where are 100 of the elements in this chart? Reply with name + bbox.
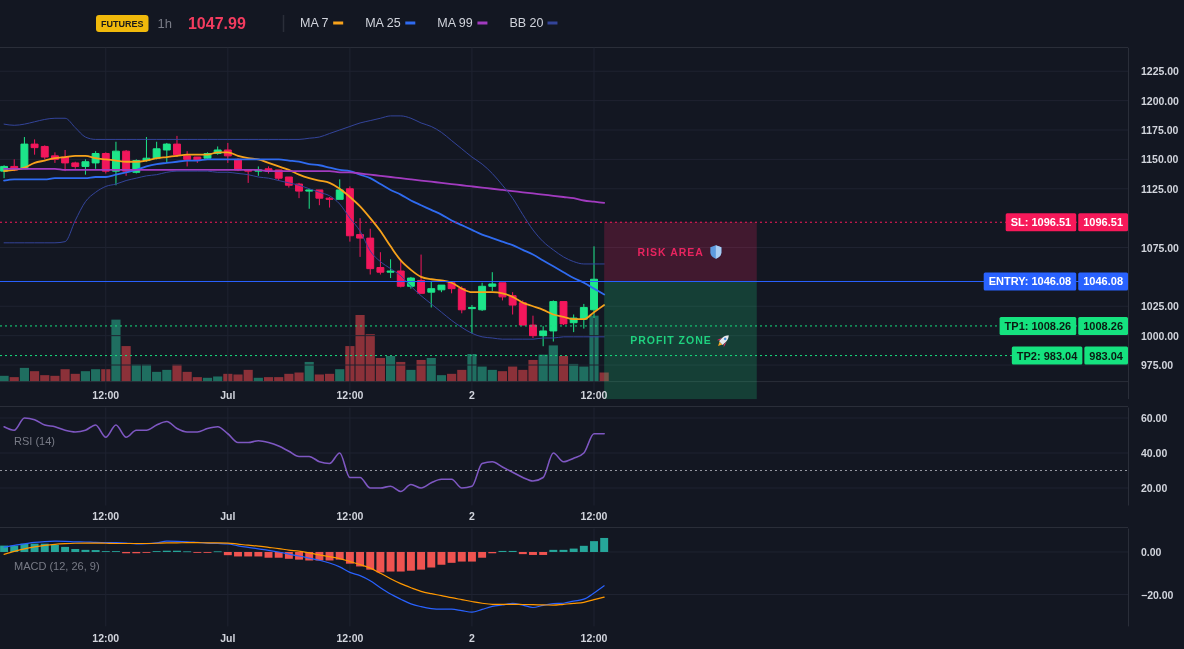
bar: [539, 551, 548, 555]
bar: [386, 551, 395, 572]
candlestick: [173, 135, 181, 158]
bar: [81, 549, 90, 552]
bar: [386, 355, 396, 382]
y-tick-label: 1175.00: [1141, 124, 1179, 137]
bar: [447, 551, 456, 563]
line-series: [3, 167, 606, 204]
candlestick: [71, 161, 80, 170]
bar: [478, 551, 487, 558]
text: 1047.99: [187, 15, 246, 32]
candlestick: [305, 188, 314, 210]
bar: [427, 551, 436, 568]
x-tick-label: 12:00: [336, 510, 364, 522]
text: RSI (14): [14, 434, 55, 447]
y-tick-label: 20.00: [1141, 482, 1168, 494]
bar: [457, 551, 466, 562]
candlestick: [559, 301, 568, 326]
x-tick-label: Jul: [220, 510, 236, 522]
y-tick-label: 0.00: [1141, 545, 1162, 558]
y-tick-label: 1150.00: [1141, 153, 1179, 166]
x-tick-label: 12:00: [580, 632, 608, 644]
bar: [50, 544, 59, 552]
text: MACD (12, 26, 9): [14, 559, 100, 572]
candlestick: [366, 228, 375, 276]
y-tick-label: 60.00: [1141, 412, 1168, 424]
annotation: 983.04: [1089, 349, 1124, 362]
bar: [376, 551, 385, 573]
candlestick: [162, 142, 171, 164]
bar: [406, 551, 415, 571]
y-tick-label: 1225.00: [1141, 65, 1180, 78]
x-tick-label: 2: [469, 632, 476, 644]
line-series: [3, 151, 606, 321]
x-tick-label: 12:00: [580, 510, 608, 522]
candlestick: [529, 315, 537, 339]
candlestick: [152, 141, 161, 160]
bar: [254, 551, 263, 557]
ref-line-label: ENTRY: 1046.08: [988, 275, 1072, 288]
bar: [61, 546, 70, 552]
bar: [19, 367, 29, 382]
bar: [518, 551, 527, 555]
candlestick: [376, 251, 385, 276]
bar: [366, 551, 375, 570]
line-series: [3, 417, 605, 493]
candlestick: [335, 178, 344, 200]
bar: [234, 551, 242, 557]
y-tick-label: 1125.00: [1141, 182, 1179, 195]
x-tick-label: 12:00: [336, 389, 364, 401]
x-tick-label: 12:00: [92, 389, 120, 401]
legend-label: MA 25: [365, 16, 401, 30]
bar: [244, 551, 253, 557]
legend-label: MA 99: [437, 16, 473, 30]
bar: [590, 541, 598, 552]
text: FUTURES: [101, 18, 144, 29]
bar: [111, 319, 121, 382]
x-tick-label: 2: [469, 389, 476, 401]
ref-line-label: SL: 1096.51: [1010, 216, 1072, 229]
bar: [253, 377, 263, 382]
bar: [558, 355, 569, 382]
annotation: 1046.08: [1083, 275, 1123, 288]
x-tick-label: Jul: [220, 632, 236, 644]
bar: [529, 551, 537, 555]
candlestick: [478, 282, 487, 312]
candlestick: [325, 196, 334, 209]
bar: [121, 346, 131, 382]
y-tick-label: 1075.00: [1141, 241, 1180, 254]
candlestick: [437, 284, 446, 293]
line-series: [3, 115, 605, 265]
y-tick-label: 975.00: [1141, 359, 1174, 372]
bar: [579, 545, 588, 552]
y-tick-label: 40.00: [1141, 447, 1168, 459]
x-tick-label: 2: [469, 510, 476, 522]
candlestick: [427, 281, 436, 308]
x-tick-label: Jul: [220, 389, 236, 401]
candlestick: [183, 150, 192, 167]
bar: [467, 551, 476, 562]
ref-line-label: TP1: 1008.26: [1004, 319, 1072, 332]
candlestick: [386, 258, 395, 279]
x-tick-label: 12:00: [580, 389, 608, 401]
candlestick: [488, 271, 497, 292]
band-label: RISK AREA: [637, 245, 704, 258]
candlestick: [457, 285, 466, 314]
y-tick-label: 1000.00: [1141, 329, 1180, 342]
bar: [0, 375, 9, 382]
candlestick: [417, 254, 426, 294]
bar: [264, 551, 273, 558]
candlestick: [40, 144, 49, 160]
bar: [71, 549, 80, 552]
bar: [600, 537, 609, 552]
candlestick: [20, 136, 29, 170]
line-series: [3, 158, 606, 296]
band-label: PROFIT ZONE: [630, 334, 712, 347]
bar: [549, 549, 558, 552]
line-series: [3, 170, 605, 340]
candlestick: [81, 158, 90, 176]
ref-line-label: TP2: 983.04: [1016, 349, 1079, 362]
y-tick-label: 1200.00: [1141, 94, 1180, 107]
x-tick-label: 12:00: [336, 632, 364, 644]
x-tick-label: 12:00: [92, 632, 120, 644]
bar: [599, 372, 609, 382]
